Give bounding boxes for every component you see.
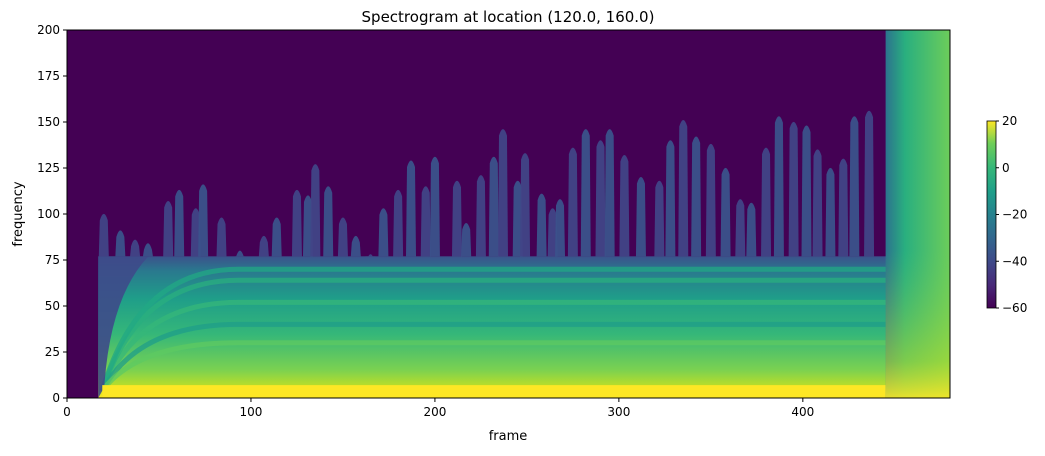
broadband-region: [885, 30, 950, 398]
y-tick-label: 75: [45, 253, 60, 267]
x-tick-label: 300: [607, 405, 630, 419]
colorbar-tick-label: −40: [1002, 254, 1027, 268]
broadband-low-glow: [885, 30, 950, 398]
burst-column: [678, 119, 689, 257]
burst-column: [497, 129, 508, 257]
burst-column: [595, 140, 606, 257]
burst-column: [115, 230, 126, 257]
burst-column: [536, 193, 547, 257]
burst-column: [291, 189, 302, 257]
plot-area: [67, 30, 950, 398]
y-tick-label: 25: [45, 345, 60, 359]
burst-column: [665, 140, 676, 257]
burst-column: [773, 116, 784, 257]
y-tick-label: 175: [37, 69, 60, 83]
burst-column: [130, 239, 141, 257]
burst-column: [216, 217, 227, 257]
burst-column: [475, 175, 486, 257]
burst-column: [567, 147, 578, 257]
y-tick-label: 200: [37, 23, 60, 37]
x-tick-label: 100: [240, 405, 263, 419]
burst-column: [691, 136, 702, 257]
burst-column: [378, 208, 389, 257]
burst-column: [258, 235, 269, 257]
harmonic-ridge: [99, 266, 896, 392]
burst-column: [350, 235, 361, 257]
x-tick-label: 0: [63, 405, 71, 419]
x-tick-label: 400: [791, 405, 814, 419]
burst-column: [142, 243, 153, 257]
burst-column: [174, 189, 185, 257]
burst-column: [512, 180, 523, 257]
burst-column: [838, 158, 849, 257]
burst-column: [825, 167, 836, 257]
burst-column: [849, 116, 860, 257]
band-start-edge: [98, 256, 149, 398]
y-axis-ticks: 0 25 50 75 100 125 150 175 200: [37, 23, 67, 405]
burst-column: [864, 110, 875, 257]
y-tick-label: 0: [52, 391, 60, 405]
burst-column: [429, 156, 440, 257]
burst-column: [720, 167, 731, 257]
burst-column: [198, 184, 209, 257]
y-axis-label: frequency: [11, 181, 26, 247]
harmonic-ridge: [100, 340, 896, 393]
chart-title: Spectrogram at location (120.0, 160.0): [362, 8, 655, 26]
y-tick-label: 125: [37, 161, 60, 175]
burst-column: [271, 217, 282, 257]
burst-column: [635, 177, 646, 257]
burst-column: [654, 180, 665, 257]
burst-column: [788, 121, 799, 257]
burst-column: [163, 200, 174, 257]
burst-column: [451, 180, 462, 257]
burst-column: [302, 195, 313, 257]
burst-column: [337, 217, 348, 257]
burst-column: [705, 143, 716, 257]
harmonic-ridge: [100, 321, 896, 392]
burst-column: [801, 125, 812, 257]
burst-column: [420, 186, 431, 257]
colorbar-tick-label: 20: [1002, 114, 1017, 128]
burst-column: [555, 199, 566, 257]
burst-column: [547, 208, 558, 257]
burst-column: [234, 250, 245, 258]
y-tick-label: 100: [37, 207, 60, 221]
burst-column: [323, 186, 334, 257]
burst-column: [761, 147, 772, 257]
burst-column: [580, 129, 591, 257]
burst-column: [812, 149, 823, 257]
x-axis-ticks: 0 100 200 300 400: [63, 398, 814, 419]
low-frequency-strip: [102, 385, 950, 398]
burst-column: [190, 208, 201, 257]
burst-column: [746, 202, 757, 257]
y-tick-label: 150: [37, 115, 60, 129]
colorbar-ticks: 20 0 −20 −40 −60: [996, 114, 1027, 315]
burst-column: [310, 164, 321, 257]
burst-column: [520, 153, 531, 257]
burst-column: [735, 199, 746, 257]
burst-column: [406, 160, 417, 257]
burst-column: [461, 223, 472, 257]
colorbar-tick-label: −20: [1002, 208, 1027, 222]
y-tick-label: 50: [45, 299, 60, 313]
burst-column: [393, 189, 404, 257]
x-tick-label: 200: [423, 405, 446, 419]
burst-column: [604, 129, 615, 257]
colorbar-tick-label: 0: [1002, 161, 1010, 175]
burst-columns: [98, 110, 875, 261]
harmonic-band: [98, 256, 950, 398]
burst-column: [488, 156, 499, 257]
burst-column: [619, 154, 630, 257]
x-axis-label: frame: [489, 429, 528, 444]
colorbar-tick-label: −60: [1002, 301, 1027, 315]
burst-column: [98, 213, 109, 257]
colorbar: [986, 120, 997, 309]
